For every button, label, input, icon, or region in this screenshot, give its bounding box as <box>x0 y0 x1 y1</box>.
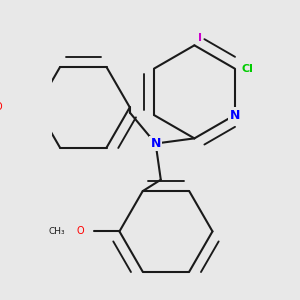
Text: O: O <box>77 226 85 236</box>
Text: CH₃: CH₃ <box>49 227 65 236</box>
Text: I: I <box>198 33 202 43</box>
Text: N: N <box>230 109 240 122</box>
Text: O: O <box>0 102 2 112</box>
Text: Cl: Cl <box>242 64 254 74</box>
Text: N: N <box>150 137 161 150</box>
